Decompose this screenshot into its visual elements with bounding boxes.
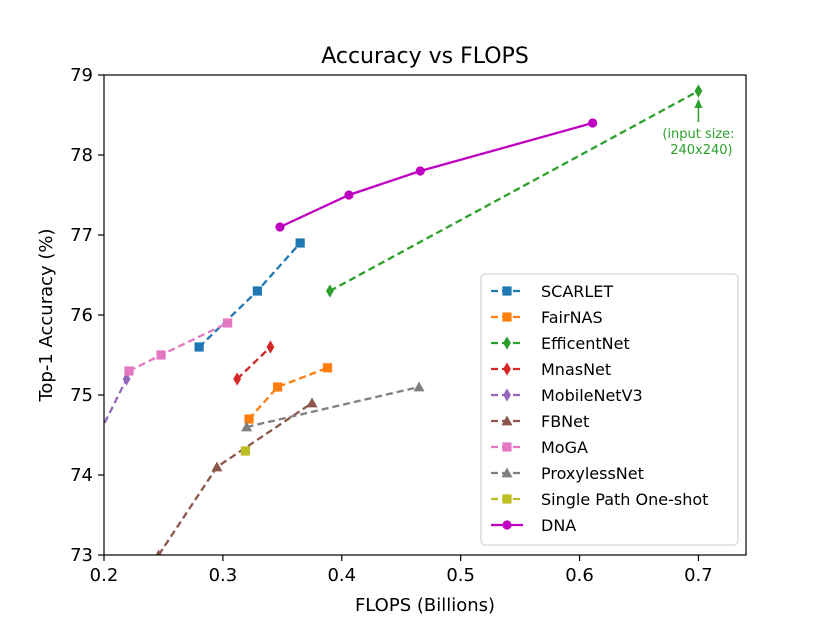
series-mobilenetv3 <box>47 372 131 537</box>
series-dna <box>275 118 598 232</box>
legend-label: MobileNetV3 <box>541 386 643 405</box>
data-point-fbnet <box>306 397 318 408</box>
data-point-mnasnet <box>266 340 275 354</box>
legend-label: EfficentNet <box>541 334 630 353</box>
series-fbnet <box>155 397 318 555</box>
legend-entry-mnasnet: MnasNet <box>491 360 611 379</box>
legend-label: Single Path One-shot <box>541 490 708 509</box>
x-tick-label: 0.2 <box>90 565 119 586</box>
data-point-mnasnet <box>233 372 242 386</box>
legend-swatch-marker <box>503 336 511 350</box>
y-tick-label: 73 <box>70 545 93 566</box>
series-single-path-one-shot <box>240 446 251 456</box>
y-tick-label: 78 <box>70 145 93 166</box>
data-point-fairnas <box>272 382 283 392</box>
legend-entry-fbnet: FBNet <box>491 412 589 431</box>
data-point-mobilenetv3 <box>47 524 55 537</box>
series-fairnas <box>244 363 333 424</box>
legend-entry-efficentnet: EfficentNet <box>491 334 630 353</box>
legend-swatch-marker <box>501 415 513 426</box>
legend-swatch-marker <box>502 286 512 296</box>
data-point-fairnas <box>244 414 254 424</box>
legend-entry-proxylessnet: ProxylessNet <box>491 464 644 483</box>
data-point-moga <box>156 350 166 360</box>
y-tick-label: 77 <box>70 225 93 246</box>
data-point-fairnas <box>322 363 333 373</box>
x-tick-label: 0.3 <box>209 565 238 586</box>
legend-swatch-marker <box>503 362 511 376</box>
data-point-dna <box>588 118 598 128</box>
data-point-dna <box>275 222 285 232</box>
annotation-arrowhead <box>694 99 703 108</box>
legend-swatch-marker <box>502 442 512 452</box>
legend-label: MoGA <box>541 438 588 457</box>
series-scarlet <box>194 238 305 352</box>
series-line-scarlet <box>198 242 302 348</box>
legend-entry-single-path-one-shot: Single Path One-shot <box>491 490 708 509</box>
legend-entry-moga: MoGA <box>491 438 588 457</box>
legend-label: DNA <box>541 516 576 535</box>
legend-label: SCARLET <box>541 282 613 301</box>
data-point-mobilenetv3 <box>122 372 131 386</box>
series-line-fairnas <box>248 366 328 420</box>
series-efficentnet <box>325 84 703 298</box>
data-point-dna <box>344 190 354 200</box>
legend-entry-mobilenetv3: MobileNetV3 <box>491 386 643 405</box>
x-tick-label: 0.6 <box>565 565 594 586</box>
series-layer <box>47 84 703 555</box>
series-mnasnet <box>233 340 275 386</box>
legend-entry-dna: DNA <box>491 516 576 535</box>
series-line-proxylessnet <box>246 385 420 429</box>
series-line-moga <box>128 321 229 373</box>
legend-label: FairNAS <box>541 308 603 327</box>
series-line-fbnet <box>157 402 313 555</box>
series-proxylessnet <box>241 381 425 432</box>
data-point-moga <box>124 366 134 376</box>
annotation-line-1: (input size: <box>662 127 734 142</box>
y-tick-label: 76 <box>70 305 93 326</box>
legend-entry-fairnas: FairNAS <box>491 308 603 327</box>
data-point-fbnet <box>155 549 162 555</box>
data-point-single-path-one-shot <box>240 446 251 456</box>
data-point-scarlet <box>252 286 262 296</box>
data-point-scarlet <box>194 342 204 352</box>
legend-swatch-marker <box>501 467 513 478</box>
annotation-line-2: 240x240) <box>670 143 732 158</box>
y-axis-label: Top-1 Accuracy (%) <box>36 228 57 402</box>
legend-swatch-marker <box>502 520 512 530</box>
legend-swatch-marker <box>502 494 512 504</box>
y-axis: 73 74 75 76 77 78 79 <box>70 65 104 566</box>
data-point-fbnet <box>211 461 223 472</box>
data-point-efficentnet <box>694 84 703 98</box>
chart-title: Accuracy vs FLOPS <box>321 44 529 69</box>
series-line-dna <box>279 121 593 229</box>
series-moga <box>124 318 233 376</box>
y-tick-label: 79 <box>70 65 93 86</box>
legend: SCARLET FairNAS EfficentNet MnasNet MobileNe… <box>480 273 739 546</box>
data-point-proxylessnet <box>241 421 253 432</box>
legend-entry-scarlet: SCARLET <box>491 282 613 301</box>
series-line-mnasnet <box>236 346 272 380</box>
legend-swatch-marker <box>503 388 511 402</box>
data-point-efficentnet <box>325 284 334 298</box>
legend-box <box>480 273 739 546</box>
x-tick-label: 0.5 <box>446 565 475 586</box>
x-axis: 0.2 0.3 0.4 0.5 0.6 0.7 <box>90 555 713 586</box>
data-point-proxylessnet <box>413 381 425 392</box>
annotation: (input size:240x240) <box>662 99 735 158</box>
legend-swatch-marker <box>502 312 512 322</box>
data-point-moga <box>223 318 233 328</box>
data-point-dna <box>415 166 425 176</box>
x-axis-label: FLOPS (Billions) <box>355 595 495 616</box>
legend-label: FBNet <box>541 412 589 431</box>
series-line-efficentnet <box>329 89 699 293</box>
data-point-scarlet <box>295 238 305 248</box>
legend-label: ProxylessNet <box>541 464 644 483</box>
x-tick-label: 0.7 <box>684 565 713 586</box>
x-tick-label: 0.4 <box>327 565 356 586</box>
legend-label: MnasNet <box>541 360 611 379</box>
y-tick-label: 75 <box>70 385 93 406</box>
y-tick-label: 74 <box>70 465 93 486</box>
